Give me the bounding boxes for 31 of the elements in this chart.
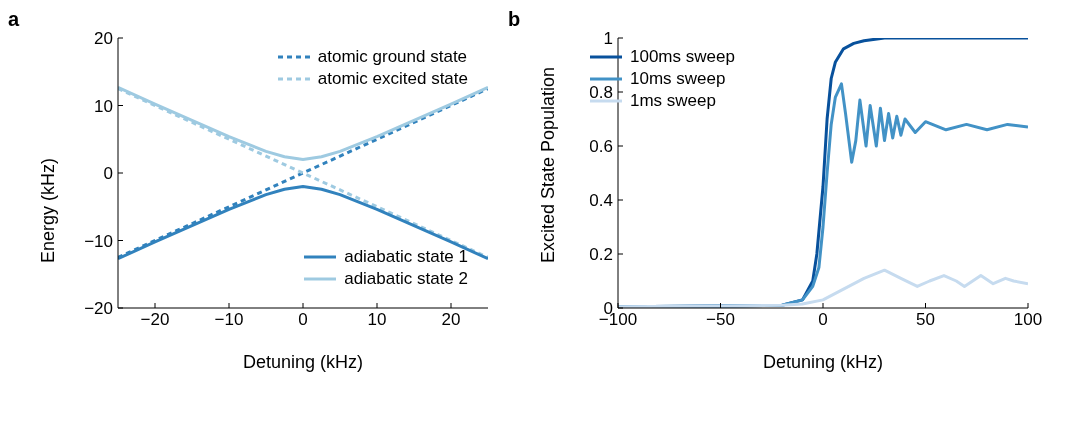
legend-label: 1ms sweep bbox=[630, 90, 716, 112]
y-tick-label: 0.6 bbox=[589, 137, 613, 157]
x-tick-label: 50 bbox=[916, 310, 935, 330]
legend-label: atomic excited state bbox=[317, 68, 468, 90]
y-axis-title: Excited State Population bbox=[538, 66, 559, 263]
legend-label: adiabatic state 1 bbox=[344, 246, 468, 268]
x-axis-title: Detuning (kHz) bbox=[762, 352, 884, 372]
x-axis-title: Detuning (kHz) bbox=[242, 352, 364, 372]
x-tick-label: −20 bbox=[140, 310, 170, 330]
y-tick-label: 20 bbox=[94, 29, 113, 49]
y-tick-label: 10 bbox=[94, 96, 113, 116]
y-tick-label: −10 bbox=[84, 231, 113, 251]
legend-label: atomic ground state bbox=[317, 46, 468, 68]
x-tick-label: 10 bbox=[367, 310, 387, 330]
x-tick-label: 0 bbox=[818, 310, 828, 330]
y-tick-label: 1 bbox=[603, 29, 613, 49]
legend-label: 100ms sweep bbox=[630, 46, 735, 68]
x-tick-label: 100 bbox=[1013, 310, 1043, 330]
y-axis-title: Energy (kHz) bbox=[38, 157, 59, 263]
y-tick-label: 0 bbox=[103, 164, 113, 184]
chart-title: a bbox=[8, 8, 20, 31]
x-tick-label: 20 bbox=[441, 310, 461, 330]
y-tick-label: 0.4 bbox=[589, 191, 613, 211]
chart-title: b bbox=[508, 8, 521, 31]
x-tick-label: −50 bbox=[706, 310, 735, 330]
legend-label: adiabatic state 2 bbox=[344, 268, 468, 290]
y-tick-label: 0.8 bbox=[589, 83, 613, 103]
x-tick-label: −10 bbox=[214, 310, 244, 330]
legend-label: 10ms sweep bbox=[630, 68, 726, 90]
y-tick-label: 0.2 bbox=[589, 245, 613, 265]
x-tick-label: 0 bbox=[298, 310, 308, 330]
